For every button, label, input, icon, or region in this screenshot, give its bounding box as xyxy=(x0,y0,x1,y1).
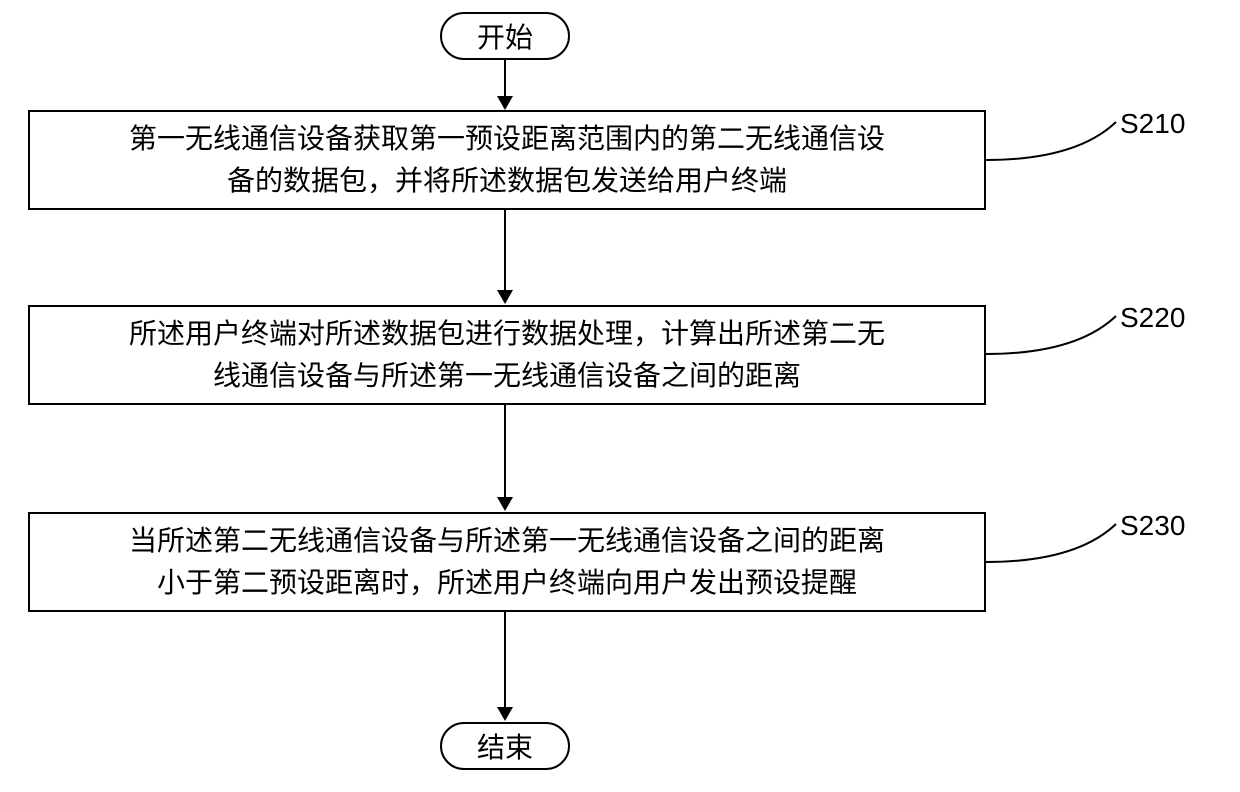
step-s210-text: 第一无线通信设备获取第一预设距离范围内的第二无线通信设 备的数据包，并将所述数据… xyxy=(129,118,885,202)
end-terminator: 结束 xyxy=(440,722,570,770)
connector-s230 xyxy=(986,520,1120,566)
connector-s210 xyxy=(986,118,1120,164)
start-label: 开始 xyxy=(477,16,533,56)
arrow-2-head xyxy=(497,497,513,511)
connector-s220 xyxy=(986,312,1120,358)
flowchart-canvas: 开始 第一无线通信设备获取第一预设距离范围内的第二无线通信设 备的数据包，并将所… xyxy=(0,0,1240,792)
arrow-3 xyxy=(504,612,506,709)
step-s230-text: 当所述第二无线通信设备与所述第一无线通信设备之间的距离 小于第二预设距离时，所述… xyxy=(129,520,885,604)
arrow-3-head xyxy=(497,707,513,721)
arrow-0 xyxy=(504,60,506,98)
step-s220: 所述用户终端对所述数据包进行数据处理，计算出所述第二无 线通信设备与所述第一无线… xyxy=(28,305,986,405)
arrow-1-head xyxy=(497,290,513,304)
label-s220: S220 xyxy=(1120,302,1185,334)
label-s230: S230 xyxy=(1120,510,1185,542)
end-label: 结束 xyxy=(477,726,533,766)
step-s220-text: 所述用户终端对所述数据包进行数据处理，计算出所述第二无 线通信设备与所述第一无线… xyxy=(129,313,885,397)
step-s210: 第一无线通信设备获取第一预设距离范围内的第二无线通信设 备的数据包，并将所述数据… xyxy=(28,110,986,210)
step-s230-line1: 当所述第二无线通信设备与所述第一无线通信设备之间的距离 xyxy=(129,525,885,556)
step-s210-line2: 备的数据包，并将所述数据包发送给用户终端 xyxy=(227,165,787,196)
step-s220-line2: 线通信设备与所述第一无线通信设备之间的距离 xyxy=(213,360,801,391)
step-s230-line2: 小于第二预设距离时，所述用户终端向用户发出预设提醒 xyxy=(157,567,857,598)
step-s230: 当所述第二无线通信设备与所述第一无线通信设备之间的距离 小于第二预设距离时，所述… xyxy=(28,512,986,612)
arrow-0-head xyxy=(497,96,513,110)
start-terminator: 开始 xyxy=(440,12,570,60)
step-s210-line1: 第一无线通信设备获取第一预设距离范围内的第二无线通信设 xyxy=(129,123,885,154)
step-s220-line1: 所述用户终端对所述数据包进行数据处理，计算出所述第二无 xyxy=(129,318,885,349)
label-s210: S210 xyxy=(1120,108,1185,140)
arrow-2 xyxy=(504,405,506,499)
arrow-1 xyxy=(504,210,506,292)
